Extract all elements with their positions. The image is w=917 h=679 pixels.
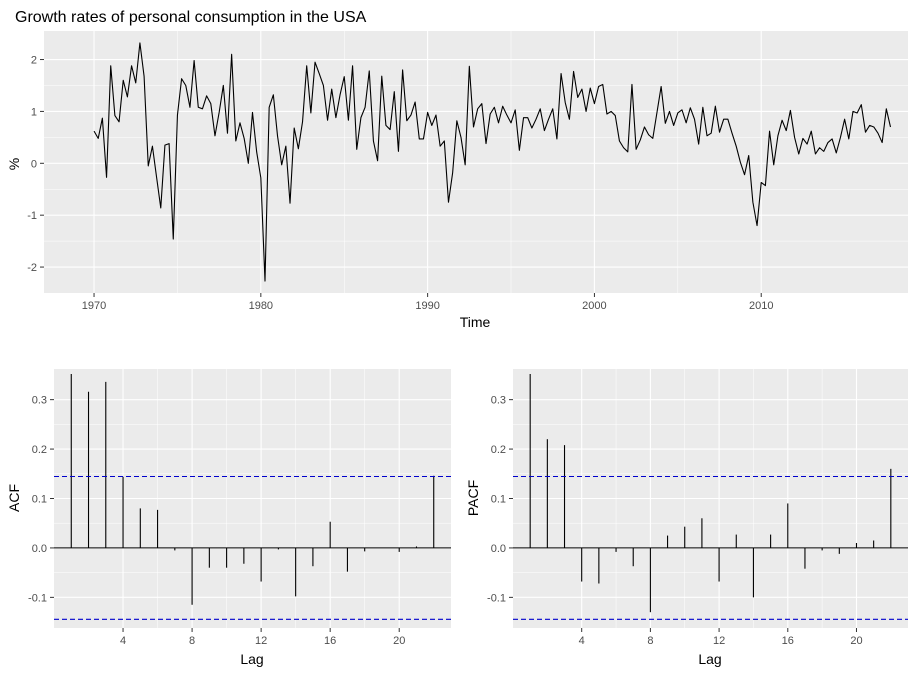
pacf-x-tick-label: 12 (713, 635, 725, 647)
pacf-y-tick-label: 0.3 (491, 395, 506, 407)
chart-title: Growth rates of personal consumption in … (15, 9, 367, 26)
acf-x-tick-label: 4 (120, 635, 126, 647)
acf-x-tick-label: 8 (189, 635, 195, 647)
pacf-y-tick-label: -0.1 (487, 592, 506, 604)
acf-y-tick-label: 0.0 (32, 543, 47, 555)
pacf-y-tick-label: 0.1 (491, 494, 506, 506)
acf-y-axis-title: ACF (6, 484, 22, 512)
time-series-y-tick-label: 1 (31, 106, 37, 118)
time-series-x-tick-label: 1970 (82, 300, 106, 312)
pacf-x-tick-label: 8 (647, 635, 653, 647)
acf-x-tick-label: 16 (324, 635, 336, 647)
acf-x-axis-title: Lag (240, 651, 263, 667)
acf-panel: -0.1 0.0 0.1 0.2 0.3 4 8 12 16 20 (28, 369, 451, 647)
time-series-x-axis-title: Time (460, 314, 491, 330)
pacf-panel: -0.1 0.0 0.1 0.2 0.3 4 8 12 16 20 (487, 369, 908, 647)
pacf-x-axis-title: Lag (698, 651, 721, 667)
pacf-x-tick-label: 16 (782, 635, 794, 647)
time-series-x-tick-label: 2000 (582, 300, 606, 312)
time-series-y-tick-label: 2 (31, 55, 37, 67)
pacf-x-tick-label: 4 (579, 635, 585, 647)
time-series-x-tick-label: 1990 (415, 300, 439, 312)
acf-y-tick-label: -0.1 (28, 592, 47, 604)
time-series-x-tick-label: 2010 (749, 300, 773, 312)
pacf-x-tick-label: 20 (850, 635, 862, 647)
time-series-panel-background (44, 31, 908, 293)
time-series-y-tick-label: 0 (31, 158, 37, 170)
consumption-growth-line (93, 42, 892, 282)
time-series-y-tick-label: -1 (27, 210, 37, 222)
pacf-y-tick-label: 0.0 (491, 543, 506, 555)
time-series-panel: -2 -1 0 1 2 1970 1980 1990 2000 2010 (27, 31, 908, 312)
time-series-y-tick-label: -2 (27, 262, 37, 274)
pacf-y-axis-title: PACF (465, 480, 481, 516)
time-series-y-axis-title: % (6, 158, 22, 170)
acf-y-tick-label: 0.2 (32, 444, 47, 456)
acf-y-tick-label: 0.3 (32, 395, 47, 407)
time-series-x-tick-label: 1980 (249, 300, 273, 312)
acf-y-tick-label: 0.1 (32, 494, 47, 506)
acf-x-tick-label: 12 (255, 635, 267, 647)
pacf-y-tick-label: 0.2 (491, 444, 506, 456)
acf-x-tick-label: 20 (393, 635, 405, 647)
